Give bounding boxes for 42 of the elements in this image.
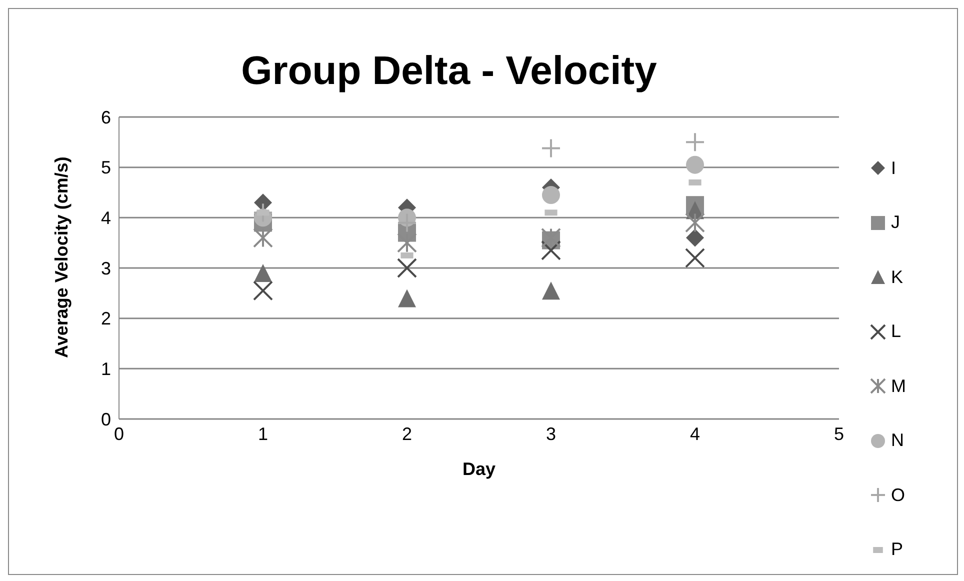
- y-tick-label: 5: [100, 158, 111, 178]
- point: [685, 132, 705, 152]
- point: [397, 212, 417, 233]
- legend-label: P: [891, 539, 904, 560]
- x-tick-label: 1: [258, 424, 268, 444]
- point: [541, 228, 561, 248]
- x-axis-title: Day: [462, 459, 496, 479]
- legend-label: J: [891, 212, 900, 234]
- legend-label: O: [891, 484, 906, 506]
- point: [253, 202, 273, 223]
- y-tick-label: 1: [100, 359, 111, 380]
- point: [685, 248, 705, 268]
- point: [253, 280, 273, 301]
- point: [397, 258, 417, 278]
- x-tick-label: 2: [402, 424, 412, 444]
- point: [253, 228, 273, 248]
- point: [397, 232, 417, 253]
- point: [398, 289, 416, 308]
- x-tick-label: 0: [114, 424, 124, 444]
- legend-label: I: [891, 158, 896, 179]
- point: [685, 212, 705, 233]
- x-tick-label: 5: [834, 424, 844, 444]
- point: [254, 264, 272, 282]
- legend-label: L: [891, 321, 902, 342]
- y-tick-label: 4: [100, 208, 111, 228]
- x-tick-label: 4: [690, 424, 700, 444]
- chart-title: Group Delta - Velocity: [240, 49, 658, 94]
- point: [541, 240, 561, 260]
- legend-label: N: [891, 430, 904, 452]
- y-tick-label: 2: [100, 308, 111, 329]
- point: [541, 138, 561, 158]
- y-tick-label: 0: [100, 409, 111, 430]
- point: [686, 228, 704, 247]
- y-tick-label: 3: [100, 258, 111, 278]
- legend-label: M: [891, 376, 906, 397]
- point: [542, 282, 560, 300]
- point: [542, 186, 560, 204]
- y-axis-title: Average Velocity (cm/s): [51, 156, 72, 358]
- point: [686, 156, 704, 174]
- y-tick-label: 6: [100, 107, 111, 128]
- x-tick-label: 3: [546, 424, 556, 444]
- legend-label: K: [891, 266, 904, 288]
